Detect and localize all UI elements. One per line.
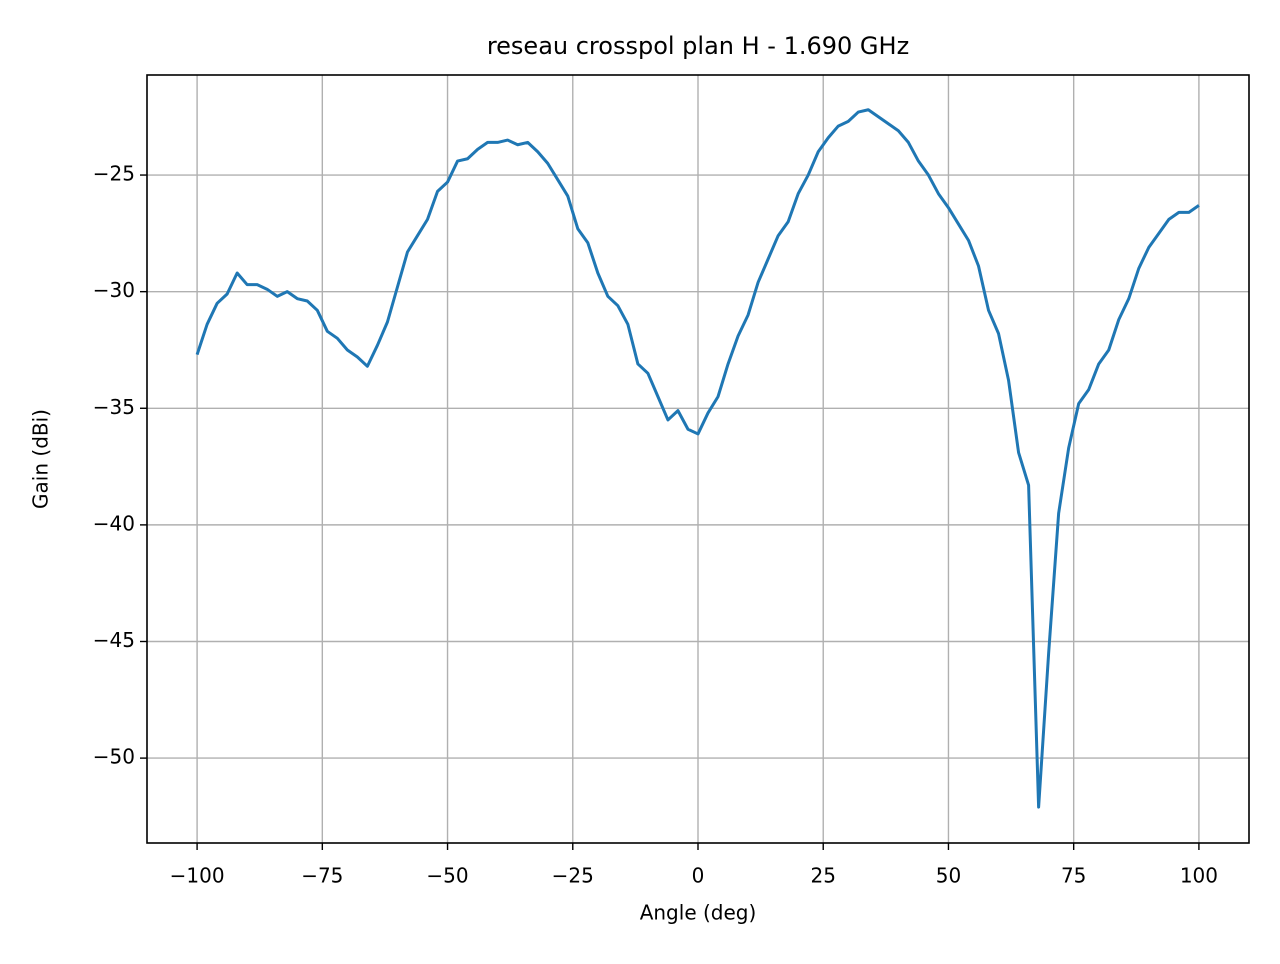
x-tick-label: −75 (301, 864, 343, 888)
x-tick-label: 25 (811, 864, 836, 888)
x-tick-label: −25 (552, 864, 594, 888)
y-tick-label: −50 (93, 745, 135, 769)
x-tick-label: −100 (170, 864, 225, 888)
y-tick-label: −30 (93, 278, 135, 302)
data-line (195, 108, 1200, 809)
x-tick-label: 75 (1061, 864, 1086, 888)
x-tick-label: 100 (1180, 864, 1218, 888)
x-tick-label: 0 (692, 864, 705, 888)
y-tick-label: −45 (93, 628, 135, 652)
x-tick-label: 50 (936, 864, 961, 888)
y-axis-label: Gain (dBi) (29, 409, 53, 509)
plot-frame (146, 74, 1250, 844)
x-axis-label: Angle (deg) (640, 901, 757, 925)
y-tick-label: −35 (93, 395, 135, 419)
y-tick-label: −25 (93, 162, 135, 186)
y-tick-label: −40 (93, 511, 135, 535)
chart-title: reseau crosspol plan H - 1.690 GHz (487, 32, 909, 60)
x-tick-label: −50 (426, 864, 468, 888)
